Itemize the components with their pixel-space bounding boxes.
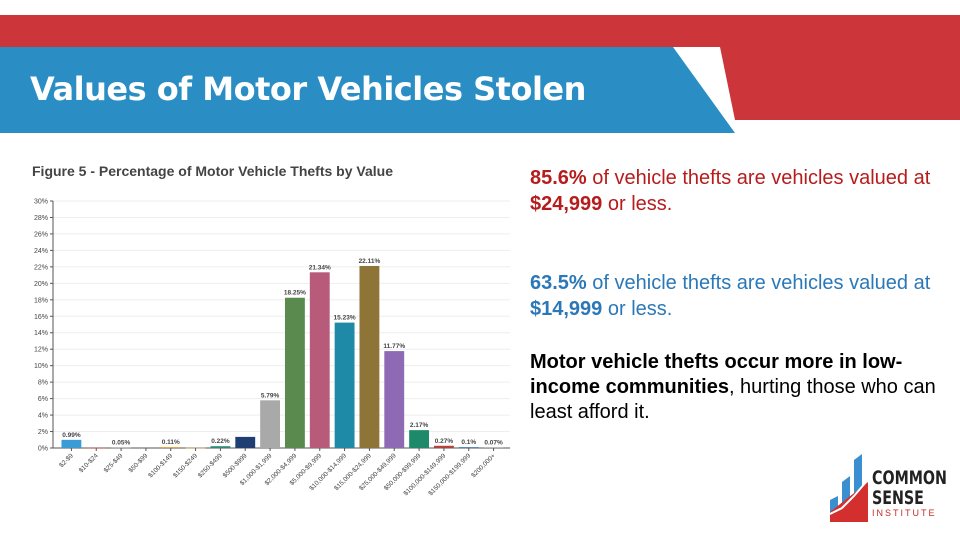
data-label: 5.79% xyxy=(261,392,280,399)
stat-amount: $14,999 xyxy=(530,298,603,320)
stat-text-end: or less. xyxy=(602,193,673,215)
y-tick-label: 22% xyxy=(34,264,48,271)
x-tick-label: $100,000-$149,999 xyxy=(403,452,448,497)
y-tick-label: 12% xyxy=(34,347,48,354)
bar xyxy=(359,265,380,448)
logo-text-3: INSTITUTE xyxy=(872,508,937,518)
x-tick-label: $100-$149 xyxy=(147,452,174,479)
x-tick-label: $2-$9 xyxy=(58,452,75,469)
y-tick-label: 14% xyxy=(34,330,48,337)
bar xyxy=(483,447,504,449)
stat-text: , hurting those who can least afford it. xyxy=(530,376,936,423)
y-tick-label: 16% xyxy=(34,314,48,321)
stat-63-percent: 63.5% of vehicle thefts are vehicles val… xyxy=(530,270,950,322)
data-label: 21.34% xyxy=(309,264,331,271)
y-tick-label: 30% xyxy=(34,199,48,206)
stat-text: of vehicle thefts are vehicles valued at xyxy=(586,272,931,294)
y-tick-label: 18% xyxy=(34,297,48,304)
x-tick-label: $150,000-$199,999 xyxy=(427,452,472,497)
page-title: Values of Motor Vehicles Stolen xyxy=(30,70,586,108)
bar xyxy=(334,322,355,448)
data-label: 15.23% xyxy=(334,315,356,322)
y-tick-label: 28% xyxy=(34,215,48,222)
x-tick-label: $200,000+ xyxy=(470,452,497,479)
data-label: 0.07% xyxy=(484,439,503,446)
x-tick-label: $25-$49 xyxy=(103,452,125,474)
bar-chart: 0% 2% 4% 6% 8% 10% 12% 14% 16% 18% 20% 22% 24% 26% 28%… xyxy=(34,199,510,497)
data-label: 18.25% xyxy=(284,290,306,297)
y-tick-label: 10% xyxy=(34,363,48,370)
data-label: 2.17% xyxy=(410,422,429,429)
bar xyxy=(433,445,454,448)
stat-value: 85.6% xyxy=(530,167,587,189)
logo-text-2: SENSE xyxy=(872,487,924,509)
common-sense-institute-logo: COMMON SENSE INSTITUTE xyxy=(828,452,948,524)
bar xyxy=(409,430,430,448)
stat-value: 63.5% xyxy=(530,272,587,294)
logo-bars-icon xyxy=(829,454,868,522)
data-label: 0.05% xyxy=(112,440,131,447)
x-tick-label: $150-$249 xyxy=(172,452,199,479)
data-label: 0.11% xyxy=(162,439,180,446)
bar xyxy=(111,447,132,449)
blue-band xyxy=(0,47,735,133)
header-banner xyxy=(0,15,960,133)
data-label: 0.27% xyxy=(435,438,454,445)
bar xyxy=(235,436,256,448)
bar xyxy=(309,272,330,448)
y-tick-label: 24% xyxy=(34,248,48,255)
bar xyxy=(61,439,82,448)
bar xyxy=(260,400,281,448)
stat-85-percent: 85.6% of vehicle thefts are vehicles val… xyxy=(530,165,950,217)
data-label: 11.77% xyxy=(383,343,405,350)
x-tick-label: $10-$24 xyxy=(78,452,100,474)
stat-bold: Motor vehicle thefts occur more in low-i… xyxy=(530,351,903,398)
y-tick-label: 26% xyxy=(34,231,48,238)
stat-amount: $24,999 xyxy=(530,193,603,215)
data-label: 22.11% xyxy=(359,258,381,265)
bar xyxy=(458,447,479,448)
y-tick-label: 0% xyxy=(38,446,48,453)
data-label: 0.99% xyxy=(62,432,81,439)
stat-text: of vehicle thefts are vehicles valued at xyxy=(586,167,931,189)
x-tick-label: $50-$99 xyxy=(128,452,150,474)
chart-title: Figure 5 - Percentage of Motor Vehicle T… xyxy=(32,163,393,179)
data-label: 0.22% xyxy=(211,438,230,445)
bar xyxy=(284,297,305,448)
y-tick-label: 8% xyxy=(38,380,48,387)
red-band xyxy=(0,15,960,120)
bar xyxy=(210,446,231,448)
bar xyxy=(384,351,405,448)
bar xyxy=(160,447,181,448)
stat-text-end: or less. xyxy=(602,298,673,320)
data-label: 0.1% xyxy=(461,439,476,446)
stat-low-income: Motor vehicle thefts occur more in low-i… xyxy=(530,350,950,425)
x-tick-label: $250-$499 xyxy=(197,452,224,479)
logo-text-1: COMMON xyxy=(872,467,947,489)
y-tick-label: 6% xyxy=(38,396,48,403)
y-tick-label: 4% xyxy=(38,413,48,420)
y-tick-label: 20% xyxy=(34,281,48,288)
y-tick-label: 2% xyxy=(38,429,48,436)
